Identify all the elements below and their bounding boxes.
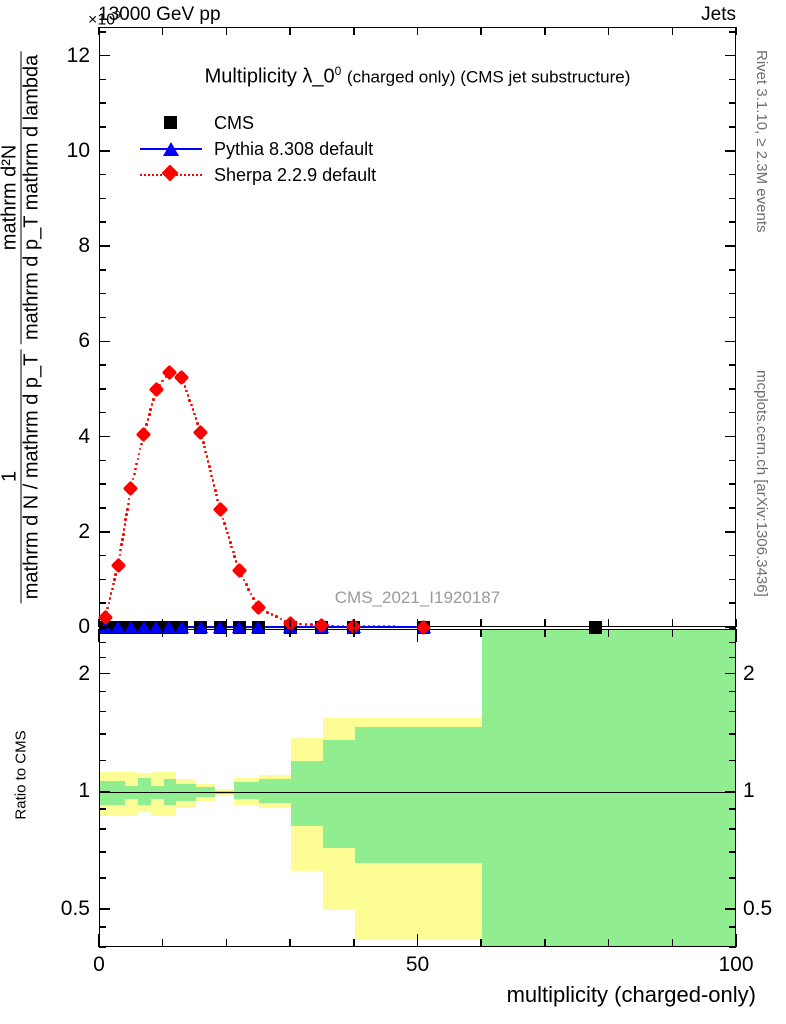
ratio-y-tick-label-right: 2 — [743, 661, 755, 685]
legend-label-cms: CMS — [214, 112, 254, 133]
y-tick-label: 4 — [78, 424, 90, 448]
ratio-plot-panel — [99, 629, 736, 947]
analysis-watermark: CMS_2021_I1920187 — [334, 588, 501, 607]
y-tick-label: 2 — [78, 519, 90, 543]
cms-marker-icon — [140, 113, 202, 133]
x-tick-label: 0 — [93, 953, 105, 976]
mcplots-source-caption: mcplots.cern.ch [arXiv:1306.3436] — [753, 370, 770, 597]
y-tick-label: 12 — [66, 43, 90, 67]
x-tick-label: 50 — [405, 953, 430, 976]
ratio-band-inner — [291, 761, 323, 827]
beam-energy-label: 13000 GeV pp — [98, 4, 221, 25]
y-axis-outer-numerator: 1 — [0, 470, 21, 482]
ratio-band-inner — [259, 779, 292, 803]
y-tick-label: 8 — [78, 234, 90, 258]
ratio-band-inner — [482, 630, 735, 946]
analysis-category-label: Jets — [701, 4, 736, 25]
y-axis-scale-exponent: ×109 — [88, 10, 121, 29]
y-axis-title: 1 mathrm d N / mathrm d p_T mathrm d²N m… — [0, 27, 44, 627]
ratio-band-inner — [322, 740, 355, 849]
y-tick-label: 6 — [78, 329, 90, 353]
legend: CMS Pythia 8.308 default Sherpa 2.2.9 de… — [140, 110, 376, 188]
ratio-y-tick-label: 2 — [78, 661, 90, 685]
ratio-y-tick-label-right: 0.5 — [743, 897, 773, 921]
ratio-band-inner — [354, 726, 483, 863]
y-axis-numerator: mathrm d²N — [0, 144, 21, 251]
y-axis-denominator: mathrm d p_T mathrm d lambda — [20, 54, 43, 341]
legend-label-sherpa: Sherpa 2.2.9 default — [214, 164, 377, 185]
x-axis-title: multiplicity (charged-only) — [506, 982, 756, 1007]
ratio-y-tick-label: 1 — [78, 779, 90, 803]
pythia-marker-icon — [140, 139, 202, 159]
legend-entry-pythia: Pythia 8.308 default — [140, 136, 376, 162]
legend-entry-sherpa: Sherpa 2.2.9 default — [140, 162, 376, 188]
ratio-y-axis-title: Ratio to CMS — [12, 730, 30, 820]
y-axis-outer-denominator: mathrm d N / mathrm d p_T — [20, 353, 43, 600]
ratio-band-inner — [233, 782, 260, 800]
x-tick-label: 100 — [718, 953, 754, 976]
y-tick-label: 10 — [66, 138, 90, 162]
plot-title: Multiplicity λ_00 (charged only) (CMS je… — [204, 64, 631, 88]
y-tick-label: 0 — [78, 615, 90, 638]
ratio-band-inner — [138, 777, 151, 805]
legend-entry-cms: CMS — [140, 110, 376, 136]
ratio-y-tick-label: 0.5 — [60, 897, 90, 921]
ratio-reference-line — [100, 791, 735, 794]
sherpa-marker-icon — [140, 164, 202, 185]
rivet-version-caption: Rivet 3.1.10, ≥ 2.3M events — [753, 50, 770, 233]
ratio-y-tick-label-right: 1 — [743, 779, 755, 803]
legend-label-pythia: Pythia 8.308 default — [214, 138, 374, 159]
